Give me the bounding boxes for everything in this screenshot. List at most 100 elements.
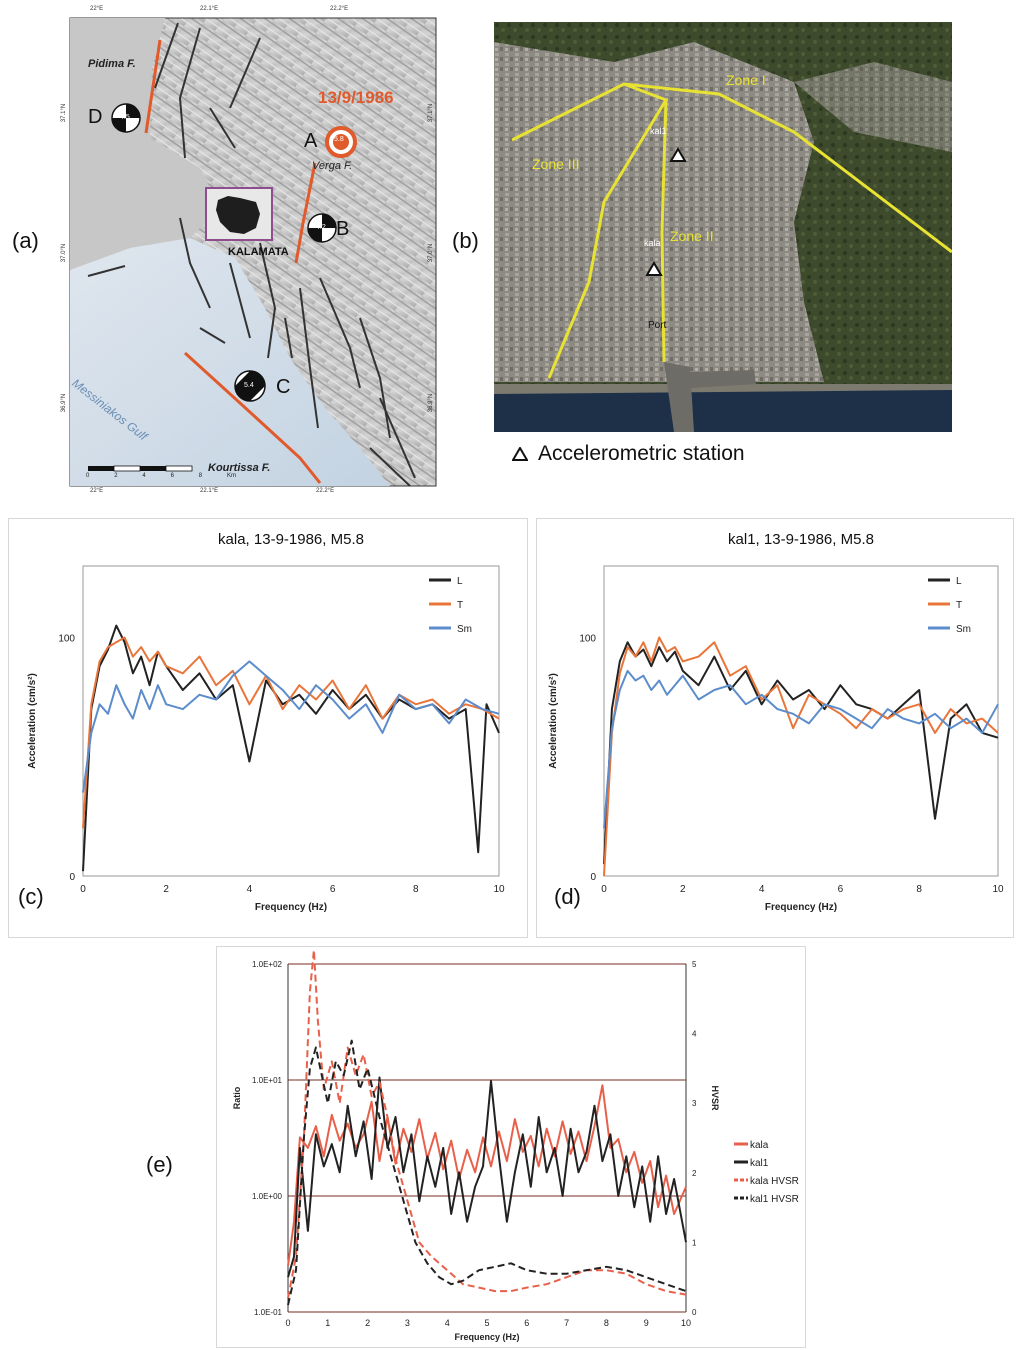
x-tick-label: 1: [325, 1318, 330, 1328]
panel-a-label: (a): [12, 228, 39, 253]
y2-tick-label: 2: [692, 1169, 697, 1178]
spectrum-chart-kala: kala, 13-9-1986, M5.80 2 4 6 8 100100Frequenc…: [27, 531, 505, 913]
y-tick-label: 1.0E-01: [254, 1308, 283, 1317]
x-tick-label: 10: [992, 884, 1004, 895]
legend-label-kal1: kal1: [750, 1158, 769, 1169]
y-tick-label: 1.0E+00: [252, 1192, 283, 1201]
y-tick-label: 1.0E+01: [252, 1076, 283, 1085]
x-tick-label: 4: [247, 884, 253, 895]
scale-tick: 8: [198, 473, 203, 479]
verga-fault-line: [294, 162, 317, 264]
pidima-fault-line: [144, 39, 162, 134]
panel-c-frame: [8, 518, 528, 938]
series-line-Sm: [82, 660, 500, 793]
lat-tick: 37.1°N: [428, 103, 435, 123]
lat-tick: 37.0°N: [61, 243, 68, 263]
event-date-label: 13/9/1986: [318, 88, 394, 107]
scale-tick: 0: [86, 473, 90, 479]
satellite-image-kalamata: [494, 22, 952, 432]
zone-III-label: Zone III: [532, 156, 580, 172]
x-axis-label: Frequency (Hz): [454, 1332, 519, 1342]
series-line-L: [603, 641, 999, 865]
focal-mechanism-C: [234, 370, 266, 402]
lat-tick: 37.0°N: [428, 243, 435, 263]
x-tick-label: 5: [484, 1318, 489, 1328]
zone-boundaries: [511, 82, 952, 379]
x-tick-label: 8: [916, 884, 922, 895]
series-line-T: [603, 636, 999, 877]
panel-d-label: (d): [554, 884, 581, 909]
station-kal1-label: kal1: [650, 126, 667, 136]
x-axis-label: Frequency (Hz): [765, 902, 837, 913]
y-tick-label: 100: [58, 634, 75, 645]
legend-label-kala: kala: [750, 1140, 769, 1151]
x-tick-label: 6: [524, 1318, 529, 1328]
x-tick-label: 4: [759, 884, 765, 895]
series-line-Sm: [603, 669, 999, 829]
station-legend-label: Accelerometric station: [538, 442, 745, 465]
y2-axis-label: HVSR: [710, 1085, 720, 1111]
scale-bar-ticks: 0 2 4 6 8 Km: [86, 473, 236, 479]
panel-b-label: (b): [452, 228, 479, 253]
y-tick-label: 100: [579, 634, 596, 645]
focal-mechanism-D: [111, 103, 141, 133]
zone-I-label: Zone I: [726, 72, 766, 88]
x-tick-label: 0: [285, 1318, 290, 1328]
event-letter-C: C: [276, 376, 291, 398]
focal-mechanism-A: [325, 126, 357, 158]
x-tick-label: 9: [644, 1318, 649, 1328]
scale-unit: Km: [226, 473, 236, 479]
x-tick-label: 4: [445, 1318, 450, 1328]
pidima-fault-label: Pidima F.: [88, 58, 136, 70]
series-line-L: [82, 624, 500, 872]
legend-label-kala-HVSR: kala HVSR: [750, 1176, 799, 1187]
lat-tick: 36.9°N: [61, 393, 68, 413]
event-mag-B: 4.2: [316, 224, 326, 231]
y-tick-label: 0: [590, 872, 596, 883]
y2-tick-label: 4: [692, 1030, 697, 1039]
y-tick-label: 1.0E+02: [252, 960, 283, 969]
event-letter-B: B: [336, 218, 350, 240]
station-kala-label: kala: [644, 238, 661, 248]
y2-tick-label: 0: [692, 1308, 697, 1317]
series-line-kala: [287, 1084, 687, 1266]
x-tick-label: 10: [681, 1318, 691, 1328]
series-line-kal1-HVSR: [287, 1039, 687, 1306]
lon-tick: 22.1°E: [200, 488, 219, 494]
x-tick-label: 0: [80, 884, 86, 895]
legend-label-L: L: [956, 576, 962, 587]
x-tick-label: 0: [601, 884, 607, 895]
x-tick-label: 2: [680, 884, 686, 895]
legend-label-Sm: Sm: [457, 624, 472, 635]
event-mag-C: 5.4: [244, 382, 254, 389]
panel-c-label: (c): [18, 884, 44, 909]
y-axis-label: Ratio: [232, 1086, 242, 1109]
lat-tick: 36.9°N: [428, 393, 435, 413]
ratio-hvsr-chart: 1.0E-01 1.0E+00 1.0E+01 1.0E+02 0 1 2 3 4 5 0 1 2 3 4 5…: [232, 949, 799, 1342]
zone-II-label: Zone II: [670, 228, 714, 244]
focal-mechanism-B: [307, 213, 337, 243]
x-tick-label: 10: [493, 884, 505, 895]
series-line-kal1: [287, 1076, 687, 1278]
station-kal1-marker: [669, 147, 687, 162]
event-mag-A: 5.8: [334, 136, 344, 143]
x-tick-label: 7: [564, 1318, 569, 1328]
lon-tick: 22°E: [90, 6, 104, 12]
kourtissa-fault-line: [183, 351, 322, 484]
y-axis-label: Acceleration (cm/s²): [548, 673, 559, 769]
lon-tick: 22°E: [90, 488, 104, 494]
y-axis-label: Acceleration (cm/s²): [27, 673, 38, 769]
kalamata-city-label: KALAMATA: [228, 246, 289, 258]
triangle-icon: [512, 447, 528, 461]
x-axis-label: Frequency (Hz): [255, 902, 327, 913]
panel-d-frame: [536, 518, 1014, 938]
spectrum-chart-kal1: kal1, 13-9-1986, M5.80 2 4 6 8 100100Frequenc…: [548, 531, 1004, 913]
x-tick-label: 6: [838, 884, 844, 895]
x-tick-label: 8: [604, 1318, 609, 1328]
legend-label-kal1-HVSR: kal1 HVSR: [750, 1194, 799, 1205]
legend-label-Sm: Sm: [956, 624, 971, 635]
scale-tick: 6: [170, 473, 174, 479]
map-kalamata-region: [69, 17, 437, 487]
series-line-kala-HVSR: [287, 949, 687, 1299]
event-letter-D: D: [88, 106, 103, 128]
